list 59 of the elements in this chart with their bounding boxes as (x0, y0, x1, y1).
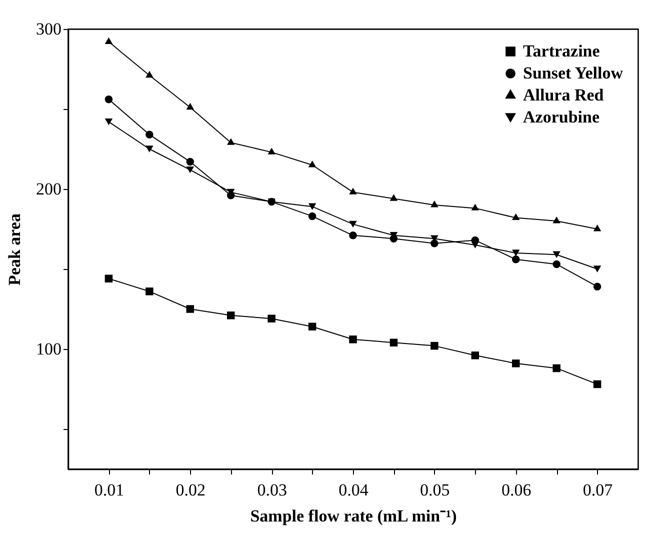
point (471, 352, 480, 360)
point (308, 322, 316, 330)
x-tick-label: 0.06 (501, 480, 532, 500)
point (104, 37, 113, 44)
point (186, 166, 194, 174)
x-tick-label: 0.07 (582, 480, 614, 500)
point (552, 364, 560, 372)
point (552, 260, 560, 268)
point (390, 194, 398, 201)
point (512, 256, 520, 264)
point (146, 288, 154, 296)
x-axis-title: Sample flow rate (mL min⁻¹) (250, 506, 457, 526)
point (308, 212, 316, 220)
point (471, 204, 480, 210)
y-tick-label: 300 (36, 20, 62, 38)
point (349, 188, 357, 194)
point (186, 158, 194, 166)
x-tick-label: 0.01 (94, 480, 124, 500)
point (593, 282, 602, 290)
point (430, 342, 438, 350)
point (349, 220, 357, 228)
point (308, 160, 316, 168)
point (512, 213, 520, 220)
point (186, 305, 194, 313)
point (268, 148, 276, 154)
point (104, 96, 113, 104)
point (268, 314, 276, 322)
point (146, 146, 154, 152)
point (593, 266, 602, 272)
legend-label: Sunset Yellow (523, 64, 624, 82)
x-tick-label: 0.04 (338, 480, 369, 500)
point (552, 216, 560, 224)
point (552, 251, 560, 258)
x-tick-label: 0.05 (420, 480, 450, 500)
point (104, 274, 113, 282)
point (430, 200, 438, 208)
point (226, 138, 235, 145)
point (226, 312, 235, 320)
point (349, 336, 357, 344)
point (512, 250, 520, 256)
legend-label: Azorubine (523, 108, 600, 126)
point (146, 130, 154, 138)
legend-label: Allura Red (523, 86, 604, 104)
point (186, 102, 194, 110)
y-tick-label: 200 (36, 180, 62, 198)
point (349, 232, 357, 240)
y-axis-title: Peak area (5, 213, 24, 286)
point (104, 118, 113, 126)
x-tick-label: 0.03 (257, 480, 287, 500)
point (593, 224, 602, 232)
point (390, 338, 398, 346)
point (146, 70, 154, 78)
legend-label: Tartrazine (523, 42, 600, 60)
x-tick-label: 0.02 (176, 480, 206, 500)
y-tick-label: 100 (36, 340, 62, 358)
point (308, 203, 316, 210)
point (512, 360, 520, 368)
point (471, 242, 480, 248)
point (593, 380, 602, 388)
